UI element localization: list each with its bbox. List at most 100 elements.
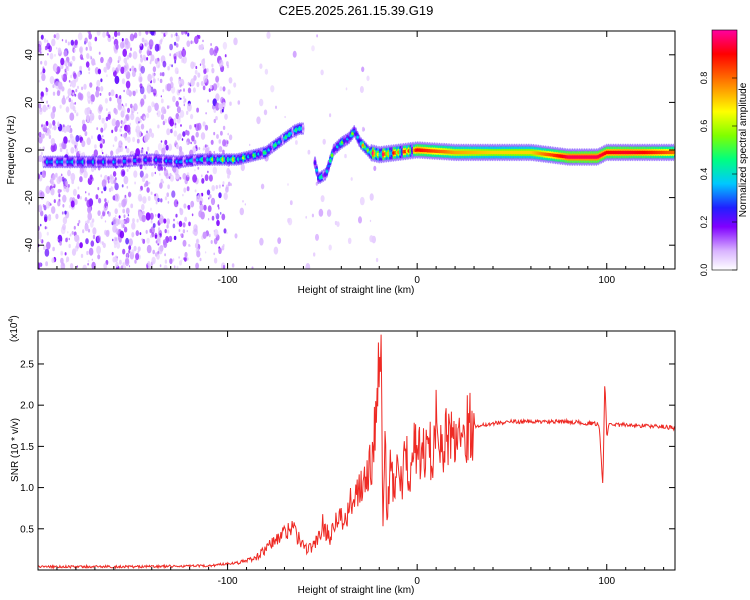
spectrogram-noise-cell [126, 185, 129, 189]
spectrogram-noise-cell [124, 62, 129, 70]
spectrogram-noise-cell [89, 82, 93, 88]
spectrogram-noise-cell [171, 190, 176, 198]
spectrogram-noise-cell [233, 82, 237, 88]
chart-title: C2E5.2025.261.15.39.G19 [279, 3, 434, 18]
spectrogram-noise-cell [222, 265, 226, 269]
spectrogram-noise-cell [187, 32, 190, 37]
spectrogram-noise-cell [110, 186, 113, 190]
spectrogram-noise-cell [199, 203, 204, 211]
spectrogram-noise-cell [125, 124, 131, 133]
spectrogram-noise-cell [90, 135, 93, 139]
spectrogram-noise-cell [101, 139, 104, 144]
spectrogram-noise-cell [230, 183, 232, 187]
spectrogram-noise-cell [154, 58, 158, 65]
spectrogram-noise-cell [179, 50, 182, 54]
spectrogram-noise-cell [59, 143, 62, 148]
spectrogram-noise-cell [88, 31, 91, 35]
spectrogram-noise-cell [263, 109, 268, 116]
spectrogram-noise-cell [41, 133, 45, 139]
spectrogram-noise-cell [73, 72, 77, 79]
spectrogram-noise-cell [122, 48, 127, 58]
spectrogram-noise-cell [204, 124, 209, 131]
spectrogram-noise-cell [145, 212, 151, 221]
spectrogram-noise-cell [100, 78, 103, 83]
spectrogram-noise-cell [172, 223, 176, 229]
spectrogram-noise-cell [103, 66, 107, 73]
spectrogram-noise-cell [42, 68, 46, 74]
spectrogram-noise-cell [51, 206, 56, 214]
spectrogram-noise-cell [142, 238, 146, 244]
spectrogram-noise-cell [67, 61, 71, 67]
spectrogram-noise-cell [53, 199, 56, 204]
spectrogram-noise-cell [184, 216, 188, 222]
spectrogram-noise-cell [77, 85, 79, 90]
spectrogram-noise-cell [98, 197, 102, 204]
spectrogram-noise-cell [77, 92, 82, 100]
spectrogram-noise-cell [51, 257, 55, 264]
spectrogram-noise-cell [369, 219, 372, 223]
spectrogram-noise-cell [79, 176, 83, 183]
spectrogram-noise-cell [213, 150, 215, 154]
spectrogram-noise-cell [202, 231, 207, 239]
spectrogram-noise-cell [186, 40, 191, 47]
spectrogram-noise-cell [192, 40, 195, 44]
spectrogram-noise-cell [74, 39, 78, 46]
spectrogram-noise-cell [123, 220, 125, 224]
spectrogram-noise-cell [64, 60, 68, 67]
spectrogram-noise-cell [182, 222, 186, 228]
spectrogram-noise-cell [79, 242, 83, 249]
spectrogram-noise-cell [198, 147, 201, 150]
spectrogram-noise-cell [141, 132, 143, 136]
spectrogram-noise-cell [121, 78, 126, 85]
spectrogram-noise-cell [184, 256, 187, 262]
spectrogram-noise-cell [180, 89, 182, 92]
spectrogram-noise-cell [125, 217, 130, 224]
spectrogram-noise-cell [140, 57, 144, 63]
spectrogram-noise-cell [190, 78, 195, 87]
spectrogram-noise-cell [60, 262, 66, 269]
spectrogram-noise-cell [203, 58, 205, 61]
spectrogram-noise-cell [196, 250, 201, 258]
spectrogram-noise-cell [97, 86, 101, 92]
spectrogram-noise-cell [207, 170, 209, 174]
spectrogram-y-tick-label: -20 [24, 190, 35, 205]
spectrogram-noise-cell [165, 144, 169, 151]
spectrogram-noise-cell [273, 246, 279, 255]
spectrogram-noise-cell [318, 208, 324, 217]
spectrogram-ridge-cell [327, 164, 330, 168]
spectrogram-noise-cell [120, 66, 125, 75]
spectrogram-noise-cell [123, 132, 127, 139]
spectrogram-noise-cell [223, 228, 227, 234]
spectrogram-noise-cell [125, 80, 131, 89]
spectrogram-noise-cell [171, 64, 174, 68]
spectrogram-x-tick-label: -100 [218, 275, 238, 286]
spectrogram-noise-cell [115, 148, 120, 155]
spectrogram-noise-cell [166, 218, 171, 225]
spectrogram-noise-cell [59, 189, 62, 193]
spectrogram-noise-cell [121, 103, 124, 107]
spectrogram-noise-cell [270, 85, 275, 93]
spectrogram-noise-cell [46, 241, 51, 250]
snr-y-tick-label: 2.5 [20, 359, 34, 370]
spectrogram-noise-cell [128, 249, 131, 254]
spectrogram-noise-cell [92, 227, 97, 235]
spectrogram-noise-cell [106, 206, 108, 209]
spectrogram-noise-cell [107, 176, 110, 181]
spectrogram-noise-cell [79, 168, 84, 175]
spectrogram-noise-cell [145, 229, 148, 234]
spectrogram-noise-cell [178, 115, 181, 120]
spectrogram-noise-cell [74, 199, 78, 206]
spectrogram-noise-cell [56, 47, 58, 50]
spectrogram-noise-cell [176, 221, 179, 225]
spectrogram-noise-cell [140, 54, 143, 59]
spectrogram-noise-cell [229, 101, 232, 106]
spectrogram-noise-cell [97, 68, 102, 75]
spectrogram-noise-cell [188, 221, 191, 227]
spectrogram-noise-cell [211, 185, 215, 192]
spectrogram-noise-cell [187, 103, 192, 112]
snr-x-label: Height of straight line (km) [298, 585, 415, 596]
spectrogram-noise-cell [152, 66, 157, 73]
spectrogram-noise-cell [190, 113, 194, 120]
spectrogram-noise-cell [222, 181, 225, 185]
spectrogram-noise-cell [50, 203, 52, 206]
